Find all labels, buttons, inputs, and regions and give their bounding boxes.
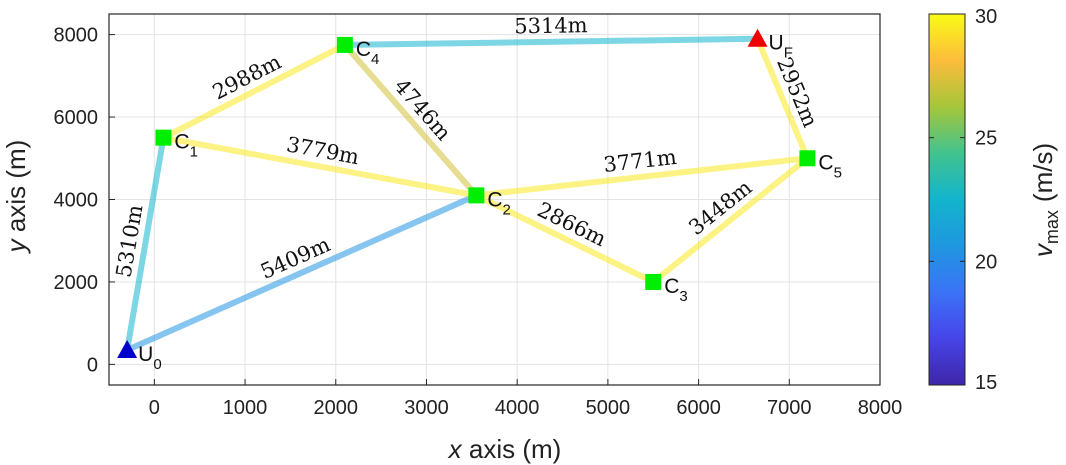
node-marker-C4 (336, 36, 353, 53)
y-tick-label: 6000 (54, 107, 99, 129)
node-label: C4 (356, 38, 380, 68)
colorbar-ticks: 15 20 25 30 (929, 6, 997, 394)
nodes-layer (117, 28, 816, 358)
node-label: C5 (818, 151, 842, 181)
node-marker-UF (747, 28, 768, 47)
node-labels-layer: U0 C1 C2 C3 C4 C5 UF (138, 32, 842, 373)
node-label: C3 (664, 275, 688, 305)
x-tick-label: 8000 (858, 397, 903, 419)
colorbar-tick-label: 15 (975, 372, 997, 394)
x-tick-label: 1000 (223, 397, 268, 419)
edge-U0-C2 (124, 192, 480, 353)
x-tick-label: 0 (149, 397, 160, 419)
grid-lines (109, 14, 881, 385)
edge-C4-C2 (341, 41, 480, 199)
colorbar-label: vmax(m/s) (1028, 143, 1062, 257)
node-marker-C1 (155, 129, 172, 146)
edge-U0-C1 (124, 134, 167, 353)
colorbar-gradient (928, 13, 966, 386)
colorbar-tick-label: 30 (975, 6, 997, 28)
x-tick-label: 7000 (767, 397, 812, 419)
edge-C3-C5 (650, 155, 811, 285)
x-tick-label: 6000 (676, 397, 721, 419)
x-tick-label: 2000 (314, 397, 359, 419)
edge-length-label: 5314m (514, 13, 588, 38)
y-axis-label: y axis (m) (1, 140, 31, 255)
edge-C2-C3 (473, 192, 657, 285)
edges-layer (124, 35, 811, 353)
x-axis-label: x axis (m) (447, 434, 562, 464)
node-marker-U0 (117, 339, 138, 358)
node-label: U0 (138, 343, 162, 373)
y-tick-label: 2000 (54, 272, 99, 294)
colorbar: 15 20 25 30 vmax(m/s) (928, 6, 1062, 394)
node-label: UF (769, 32, 793, 62)
node-marker-C2 (468, 187, 485, 204)
edge-C1-C4 (160, 41, 348, 141)
edge-C4-UF (341, 35, 761, 48)
x-tick-label: 4000 (495, 397, 540, 419)
node-marker-C5 (799, 150, 816, 167)
node-label: C2 (487, 188, 511, 218)
colorbar-tick-label: 25 (975, 128, 997, 150)
x-tick-label: 3000 (404, 397, 449, 419)
y-tick-label: 0 (87, 354, 98, 376)
colorbar-tick-label: 20 (975, 251, 997, 273)
edge-C1-C2 (160, 134, 480, 199)
x-tick-label: 5000 (586, 397, 631, 419)
y-tick-label: 8000 (54, 25, 99, 47)
node-label: C1 (174, 131, 198, 161)
axis-ticks: 0 1000 2000 3000 4000 5000 6000 7000 8000 0 2000 40… (54, 25, 903, 419)
edge-UF-C5 (754, 35, 811, 162)
edge-C2-C5 (473, 155, 811, 199)
y-tick-label: 4000 (54, 190, 99, 212)
node-marker-C3 (645, 273, 662, 290)
